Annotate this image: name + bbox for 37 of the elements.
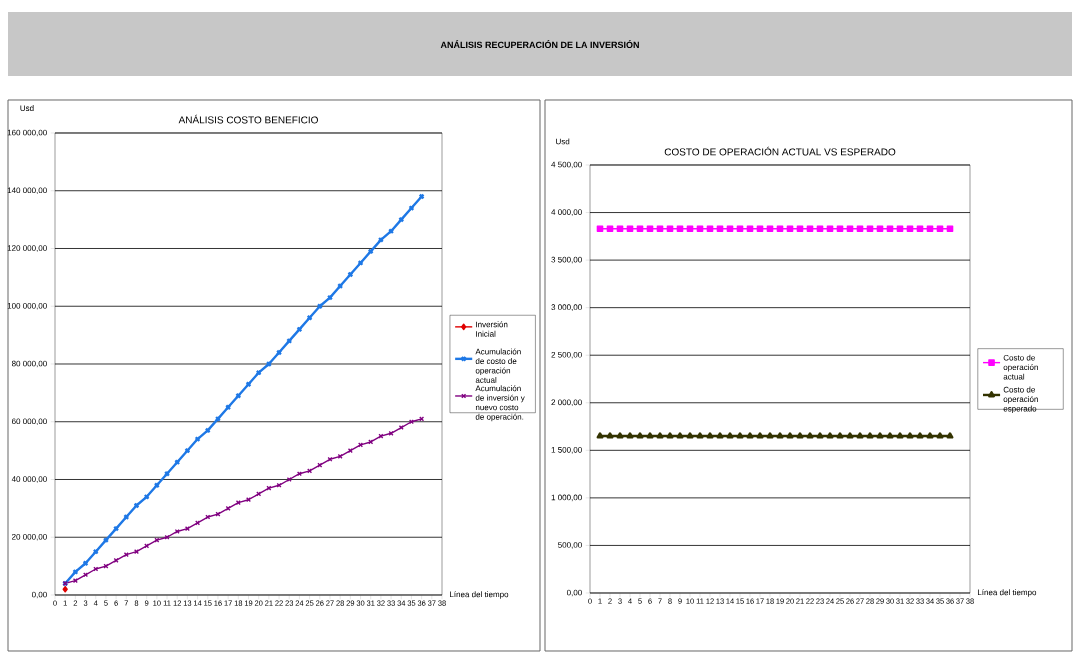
y-tick-label: 4 000,00 xyxy=(551,209,582,216)
chart-title: COSTO DE OPERACIÓN ACTUAL VS ESPERADO xyxy=(664,146,896,156)
y-tick-label: 140 000,00 xyxy=(7,187,47,195)
legend-label: Inversión Inicial xyxy=(476,321,508,337)
y-tick-label: 1 000,00 xyxy=(551,494,582,502)
point xyxy=(62,585,68,593)
y-axis-title: Usd xyxy=(20,105,34,111)
y-tick-label: 20 000,00 xyxy=(12,533,47,541)
y-tick-label: 3 000,00 xyxy=(551,304,582,311)
y-tick-label: 80 000,00 xyxy=(11,360,47,368)
y-tick-label: 0,00 xyxy=(566,589,582,597)
y-axis-title: Usd xyxy=(556,138,570,145)
y-tick-label: 1 500,00 xyxy=(551,447,582,454)
y-tick-label: 3 500,00 xyxy=(551,256,582,264)
y-tick-label: 500,00 xyxy=(558,542,582,549)
y-tick-label: 160 000,00 xyxy=(7,129,47,137)
text: ANÁLISIS RECUPERACIÓN DE LA INVERSIÓN xyxy=(440,39,639,49)
point xyxy=(408,205,415,212)
y-tick-label: 0,00 xyxy=(31,591,47,599)
y-tick-label: 2 000,00 xyxy=(551,399,582,407)
y-tick-label: 60 000,00 xyxy=(12,418,47,426)
y-tick-label: 2 500,00 xyxy=(551,351,582,359)
point xyxy=(276,349,283,356)
y-tick-label: 120 000,00 xyxy=(7,245,47,252)
point xyxy=(357,259,364,266)
legend-label: Costo de operación actual xyxy=(1003,354,1038,380)
point xyxy=(326,294,334,301)
legend-label: Acumulación de costo de operación actual xyxy=(475,348,521,383)
legend-label: Costo de operación esperado xyxy=(1003,386,1038,414)
y-tick-label: 4 500,00 xyxy=(551,161,582,169)
chart-title: ANÁLISIS COSTO BENEFICIO xyxy=(178,114,318,124)
point xyxy=(194,436,201,443)
legend-label: Acumulación de inversión y nuevo costo de operación. xyxy=(475,385,525,422)
x-axis-title: Línea del tiempo xyxy=(450,591,509,599)
y-tick-label: 100 000,00 xyxy=(7,302,47,310)
y-tick-label: 40 000,00 xyxy=(11,476,47,483)
x-axis-title: Línea del tiempo xyxy=(977,589,1037,597)
